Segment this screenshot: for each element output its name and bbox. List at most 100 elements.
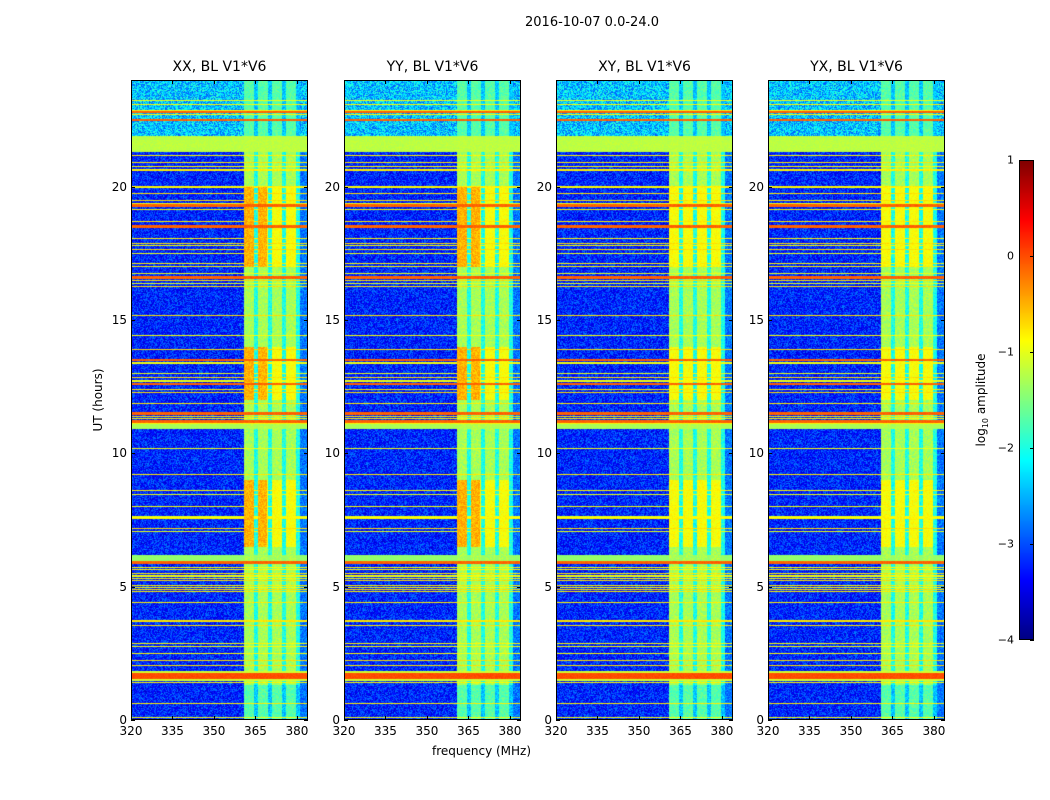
colorbar-tick-label: −1: [997, 345, 1014, 359]
y-tick: [131, 186, 135, 188]
y-tick: [768, 586, 772, 588]
y-tick: [344, 720, 348, 721]
y-tick-label: 10: [748, 446, 764, 461]
panel-title: YX, BL V1*V6: [810, 59, 903, 75]
panel-frame: [344, 80, 521, 720]
colorbar-tick: [1030, 544, 1034, 545]
y-tick: [517, 453, 521, 455]
y-tick-label: 0: [756, 713, 764, 727]
colorbar: [1019, 160, 1034, 640]
x-tick-label: 365: [244, 724, 267, 738]
y-tick-label: 0: [119, 713, 127, 727]
x-tick-label: 380: [498, 724, 522, 738]
y-tick-label: 5: [119, 579, 127, 594]
y-tick: [517, 186, 521, 188]
x-tick: [509, 716, 511, 720]
y-tick-label: 15: [536, 313, 552, 327]
x-tick: [809, 716, 811, 720]
y-tick: [304, 453, 308, 455]
x-tick: [556, 80, 557, 84]
x-tick: [721, 716, 723, 720]
panel-frame: [131, 80, 308, 720]
y-tick: [344, 586, 348, 588]
y-tick: [344, 186, 348, 188]
x-tick-label: 365: [881, 724, 904, 738]
y-tick: [729, 586, 733, 588]
x-tick-label: 320: [544, 724, 568, 738]
colorbar-tick-label: −2: [997, 441, 1014, 455]
y-tick: [729, 453, 733, 455]
y-tick-label: 15: [748, 313, 764, 327]
x-tick: [131, 80, 132, 84]
y-tick-label: 20: [748, 179, 764, 194]
x-tick-label: 380: [285, 724, 309, 738]
y-tick: [304, 320, 308, 321]
x-tick-label: 350: [415, 724, 439, 738]
x-tick-label: 365: [669, 724, 692, 738]
y-tick: [768, 453, 772, 455]
colorbar-tick: [1030, 448, 1034, 449]
colorbar-tick-label: 0: [1007, 249, 1014, 263]
colorbar-tick: [1030, 160, 1034, 161]
x-tick: [172, 716, 174, 720]
x-tick: [933, 716, 935, 720]
colorbar-tick: [1030, 256, 1034, 257]
y-tick-label: 15: [111, 313, 127, 327]
x-tick-label: 320: [756, 724, 780, 738]
colorbar-tick-label: −3: [997, 537, 1014, 551]
y-tick-label: 10: [324, 446, 340, 461]
x-tick: [850, 716, 852, 720]
x-tick: [344, 80, 345, 84]
y-tick-label: 0: [332, 713, 340, 727]
panel-title: XX, BL V1*V6: [172, 59, 267, 75]
y-tick-label: 5: [332, 579, 340, 594]
y-tick: [941, 720, 945, 721]
x-tick-label: 335: [374, 724, 397, 738]
y-tick: [556, 320, 560, 321]
y-tick: [556, 720, 560, 721]
y-tick: [941, 586, 945, 588]
x-tick: [509, 80, 511, 84]
x-tick-label: 380: [922, 724, 946, 738]
y-tick: [729, 720, 733, 721]
x-tick: [768, 80, 769, 84]
heatmap-yy: [344, 80, 521, 720]
x-tick: [638, 80, 640, 84]
heatmap-yx: [768, 80, 945, 720]
y-tick: [768, 320, 772, 321]
panel-frame: [768, 80, 945, 720]
y-tick-label: 20: [111, 179, 127, 194]
x-tick: [255, 716, 257, 720]
x-tick-label: 350: [839, 724, 863, 738]
y-tick: [556, 186, 560, 188]
x-tick: [850, 80, 852, 84]
colorbar-tick: [1030, 352, 1034, 353]
x-tick: [255, 80, 257, 84]
x-tick: [385, 716, 387, 720]
y-tick: [131, 586, 135, 588]
y-tick: [556, 586, 560, 588]
x-tick: [892, 80, 894, 84]
x-tick-label: 320: [332, 724, 356, 738]
x-tick: [768, 716, 769, 720]
x-tick: [296, 716, 298, 720]
y-tick-label: 20: [324, 179, 340, 194]
y-tick-label: 0: [544, 713, 552, 727]
y-tick: [517, 586, 521, 588]
y-tick: [729, 320, 733, 321]
y-tick-label: 20: [536, 179, 552, 194]
x-tick: [131, 716, 132, 720]
y-tick: [344, 320, 348, 321]
x-tick-label: 380: [710, 724, 734, 738]
y-tick: [941, 186, 945, 188]
colorbar-tick: [1030, 640, 1034, 641]
x-tick-label: 350: [627, 724, 651, 738]
colorbar-frame: [1019, 160, 1034, 640]
x-tick: [680, 80, 682, 84]
y-tick: [131, 453, 135, 455]
y-tick: [768, 720, 772, 721]
x-tick: [468, 80, 470, 84]
suptitle: 2016-10-07 0.0-24.0: [525, 15, 659, 30]
x-tick: [892, 716, 894, 720]
heatmap-xy: [556, 80, 733, 720]
